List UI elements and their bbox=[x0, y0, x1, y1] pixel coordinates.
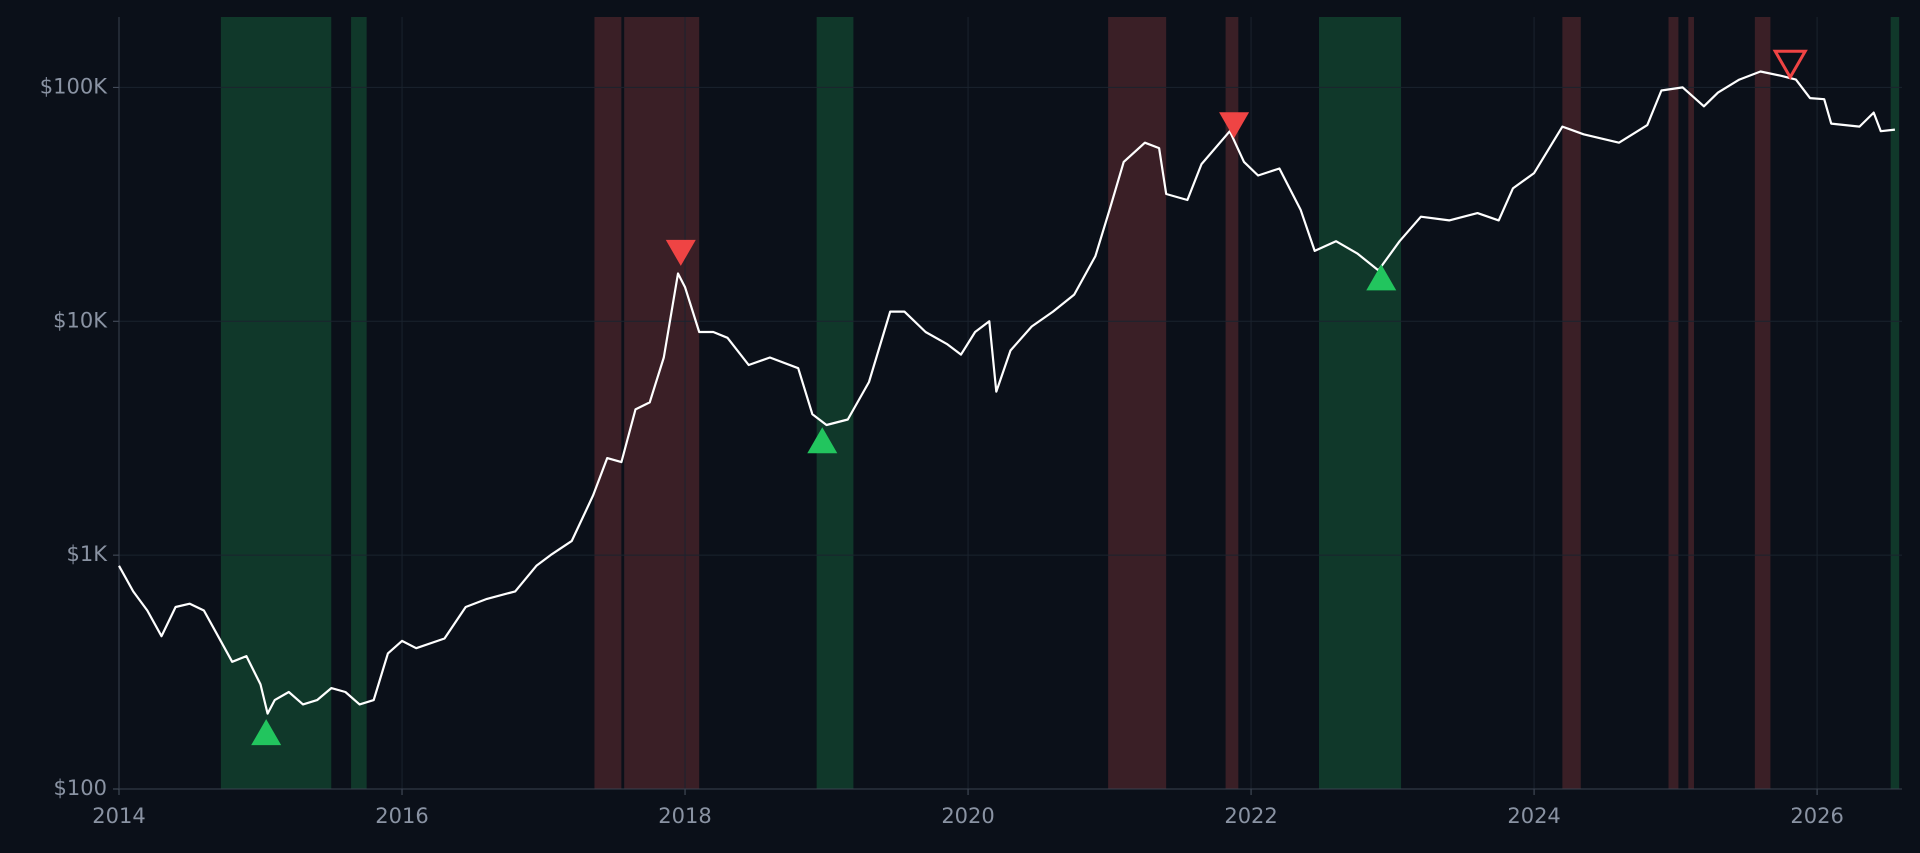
sell-zone bbox=[1108, 17, 1167, 789]
x-tick-label: 2024 bbox=[1507, 804, 1560, 828]
y-tick-label: $1K bbox=[67, 542, 109, 566]
sell-zone bbox=[1688, 17, 1694, 789]
buy-zone bbox=[351, 17, 367, 789]
x-tick-label: 2016 bbox=[375, 804, 428, 828]
y-tick-label: $10K bbox=[53, 308, 108, 332]
buy-zone bbox=[1318, 17, 1402, 789]
buy-zone bbox=[816, 17, 854, 789]
buy-zone bbox=[1890, 17, 1900, 789]
x-tick-label: 2014 bbox=[92, 804, 145, 828]
y-tick-label: $100K bbox=[40, 74, 108, 98]
price-line bbox=[118, 70, 1896, 715]
sell-zone bbox=[1562, 17, 1581, 789]
sell-signal bbox=[665, 239, 696, 266]
buy-signal bbox=[807, 427, 838, 454]
buy-signal bbox=[251, 719, 282, 746]
sell-zone bbox=[1668, 17, 1679, 789]
sell-zone bbox=[1225, 17, 1239, 789]
y-tick-label: $100 bbox=[54, 776, 107, 800]
sell-zone bbox=[594, 17, 622, 789]
buy-zone bbox=[220, 17, 332, 789]
sell-zone bbox=[624, 17, 700, 789]
x-tick-label: 2026 bbox=[1790, 804, 1843, 828]
sell-signal bbox=[1219, 112, 1250, 139]
x-tick-label: 2022 bbox=[1224, 804, 1277, 828]
x-tick-label: 2020 bbox=[941, 804, 994, 828]
open-sell-signal bbox=[1772, 49, 1808, 81]
sell-zone bbox=[1754, 17, 1771, 789]
buy-signal bbox=[1366, 264, 1397, 291]
x-tick-label: 2018 bbox=[658, 804, 711, 828]
